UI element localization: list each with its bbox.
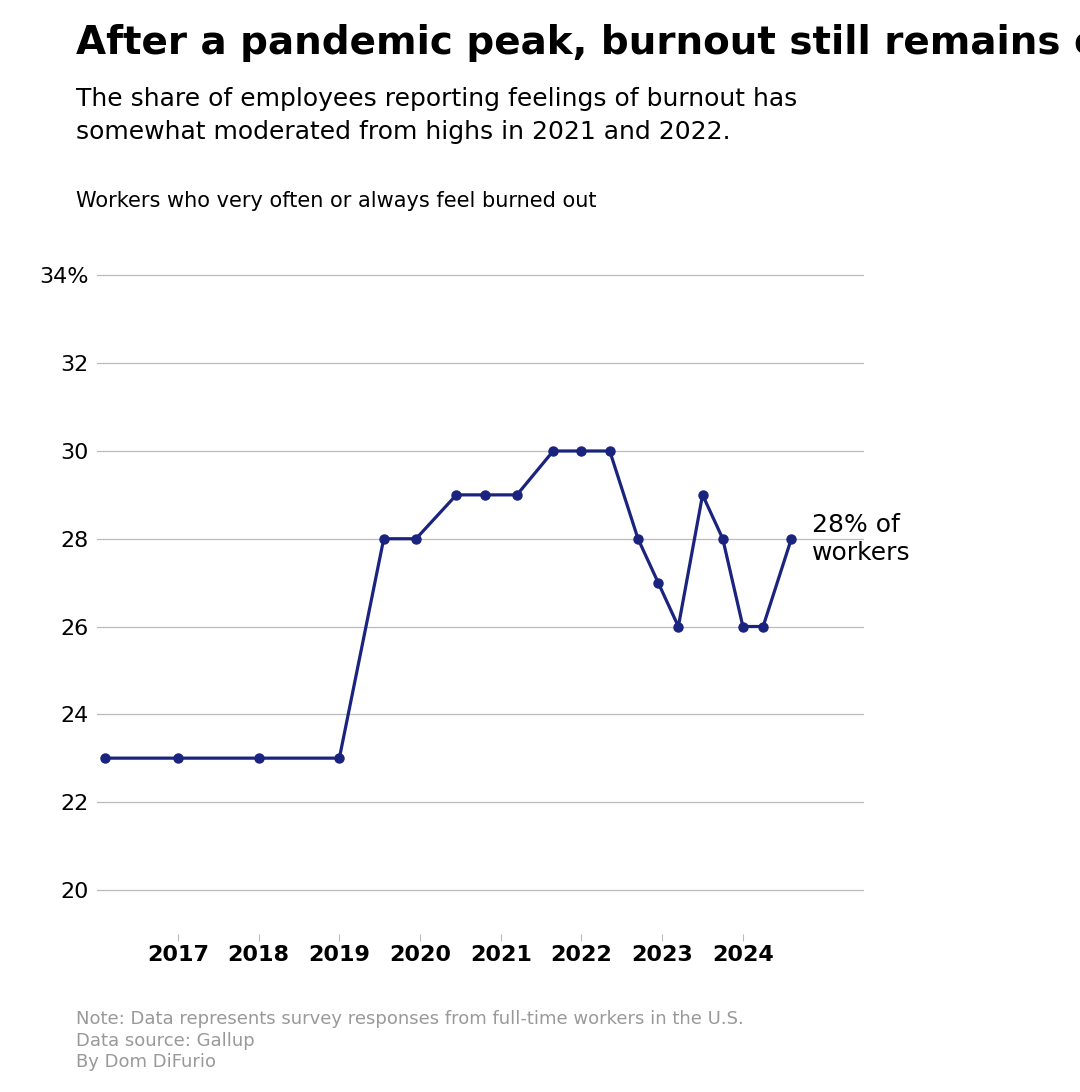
Text: 28% of
workers: 28% of workers bbox=[811, 513, 910, 565]
Text: Workers who very often or always feel burned out: Workers who very often or always feel bu… bbox=[76, 191, 596, 211]
Text: By Dom DiFurio: By Dom DiFurio bbox=[76, 1053, 216, 1070]
Text: Data source: Gallup: Data source: Gallup bbox=[76, 1032, 255, 1049]
Text: The share of employees reporting feelings of burnout has
somewhat moderated from: The share of employees reporting feeling… bbox=[76, 87, 797, 144]
Text: Note: Data represents survey responses from full-time workers in the U.S.: Note: Data represents survey responses f… bbox=[76, 1010, 743, 1028]
Text: After a pandemic peak, burnout still remains elevated: After a pandemic peak, burnout still rem… bbox=[76, 24, 1080, 62]
